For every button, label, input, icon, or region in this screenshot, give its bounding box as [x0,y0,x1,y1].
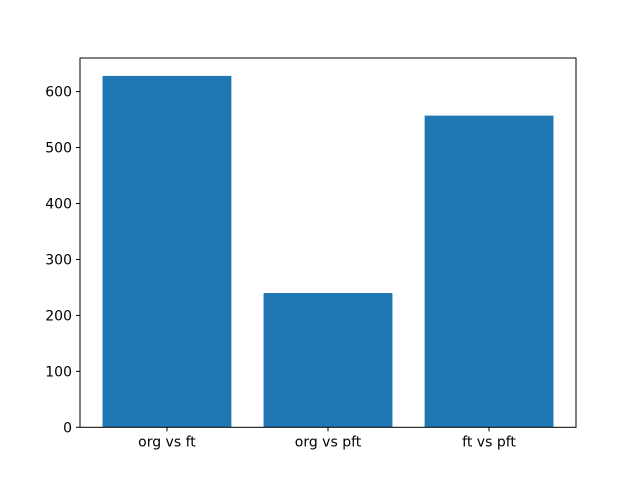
y-tick-label: 500 [45,141,72,157]
y-tick-label: 600 [45,85,72,101]
bar-ft-vs-pft [424,115,554,428]
y-tick-label: 100 [45,364,72,380]
x-tick-label: org vs ft [138,434,196,450]
bar-org-vs-pft [263,293,393,428]
y-tick-label: 300 [45,252,72,268]
y-tick-label: 400 [45,196,72,212]
x-tick-label: ft vs pft [462,434,516,450]
y-tick-label: 200 [45,308,72,324]
y-tick-label: 0 [63,420,72,436]
bar-org-vs-ft [102,75,232,428]
x-tick-label: org vs pft [295,434,362,450]
